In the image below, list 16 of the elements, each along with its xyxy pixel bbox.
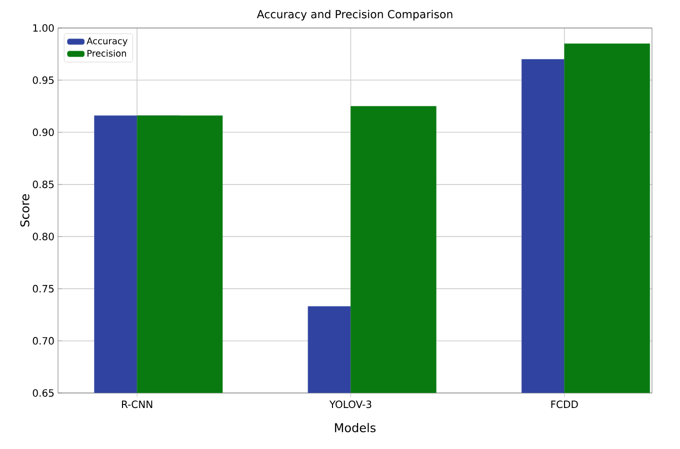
y-tick-label: 0.70 <box>32 337 54 345</box>
y-tick-label: 0.85 <box>32 180 54 188</box>
y-tick-label: 0.95 <box>32 76 54 84</box>
x-axis-title: Models <box>335 422 376 432</box>
y-tick-label: 0.80 <box>32 232 54 240</box>
y-axis-title: Score <box>20 194 30 227</box>
y-tick-label: 0.90 <box>32 128 54 136</box>
legend-label: Accuracy <box>86 38 128 46</box>
y-tick-label: 0.75 <box>32 284 54 292</box>
legend-label: Precision <box>87 50 126 57</box>
y-tick-label: 0.65 <box>32 389 54 397</box>
x-tick-label: R-CNN <box>122 400 152 408</box>
y-tick-label: 1.00 <box>33 24 54 32</box>
x-tick-label: FCDD <box>551 400 578 408</box>
chart-title: Accuracy and Precision Comparison <box>256 10 452 20</box>
x-tick-label: YOLOV-3 <box>329 400 372 408</box>
